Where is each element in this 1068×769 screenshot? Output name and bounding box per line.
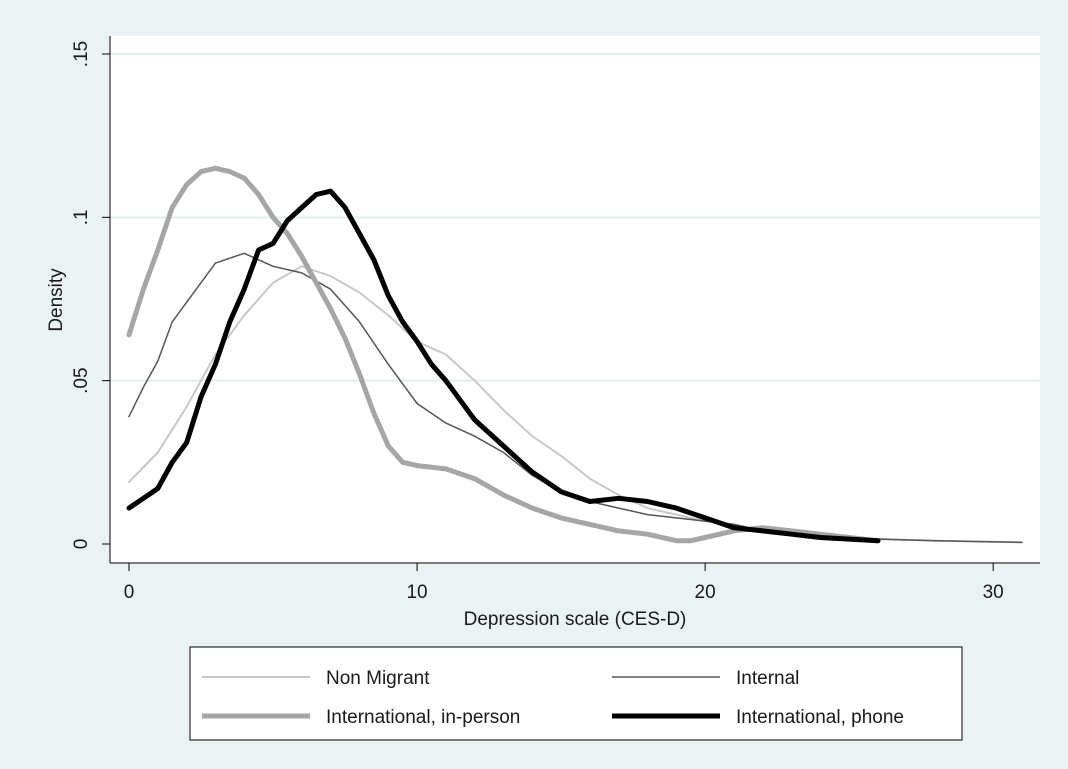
series-line-international-in-person: [126, 165, 881, 544]
x-axis-label: Depression scale (CES-D): [464, 609, 687, 630]
y-tick-label: .15: [71, 41, 92, 67]
legend-label-international-phone: International, phone: [736, 707, 904, 728]
y-axis-label: Density: [46, 268, 67, 332]
legend-label-non-migrant: Non Migrant: [326, 668, 430, 689]
legend-label-internal: Internal: [736, 668, 799, 689]
x-tick-label: 0: [124, 582, 135, 603]
gridlines: [110, 53, 1040, 382]
y-tick-label: 0: [71, 539, 92, 550]
y-ticks: 0 .05 .1 .15: [71, 41, 110, 550]
series-line-international-phone: [126, 188, 881, 544]
y-tick-label: .1: [71, 209, 92, 225]
plot-area: [110, 36, 1040, 563]
legend-box: [189, 646, 963, 741]
legend-label-international-in-person: International, in-person: [326, 707, 520, 728]
legend: Non Migrant Internal International, in-per…: [189, 646, 963, 741]
series-lines: [126, 165, 1023, 544]
x-tick-label: 20: [695, 582, 716, 603]
x-tick-label: 30: [983, 582, 1004, 603]
y-tick-label: .05: [71, 367, 92, 393]
x-tick-label: 10: [406, 582, 427, 603]
x-ticks: 0 10 20 30: [124, 563, 1004, 603]
